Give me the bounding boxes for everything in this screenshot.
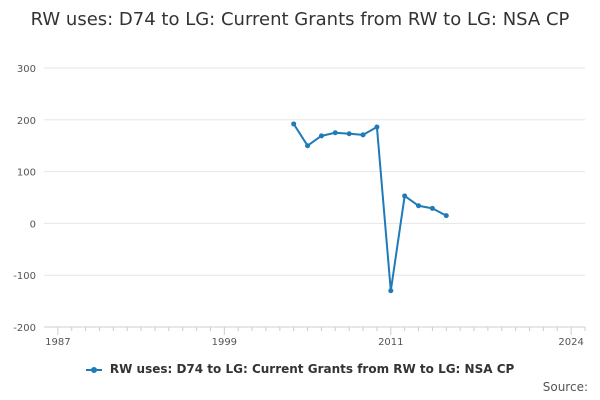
y-tick-label: 100 <box>17 168 36 179</box>
x-tick-label: 1987 <box>45 337 70 348</box>
legend-label: RW uses: D74 to LG: Current Grants from … <box>109 362 515 376</box>
series-line <box>292 123 447 292</box>
x-tick-label: 2024 <box>558 337 583 348</box>
data-point <box>332 130 338 136</box>
y-tick-label: -200 <box>13 323 36 334</box>
data-point <box>402 193 408 199</box>
data-point <box>318 133 324 139</box>
data-point <box>305 143 311 149</box>
x-axis: 1987 1999 2011 2024 <box>44 326 586 348</box>
y-tick-label: 300 <box>17 64 36 75</box>
data-point <box>291 121 297 127</box>
legend[interactable]: RW uses: D74 to LG: Current Grants from … <box>0 362 600 376</box>
data-point <box>374 124 380 130</box>
source-label: Source: <box>542 380 588 394</box>
y-tick-label: 0 <box>30 219 36 230</box>
x-tick-label: 1999 <box>212 337 237 348</box>
y-axis-ticks: 300 200 100 0 -100 -200 <box>13 64 36 334</box>
data-point <box>443 213 449 219</box>
data-point <box>429 205 435 211</box>
data-point <box>416 203 422 209</box>
series-group <box>291 121 449 294</box>
y-tick-label: 200 <box>17 116 36 127</box>
data-point <box>388 288 394 294</box>
data-point <box>360 132 366 138</box>
legend-swatch-icon <box>85 365 102 375</box>
x-tick-label: 2011 <box>378 337 403 348</box>
gridlines <box>44 67 585 328</box>
y-tick-label: -100 <box>13 271 36 282</box>
chart-title: RW uses: D74 to LG: Current Grants from … <box>30 9 570 30</box>
data-point <box>346 131 352 137</box>
